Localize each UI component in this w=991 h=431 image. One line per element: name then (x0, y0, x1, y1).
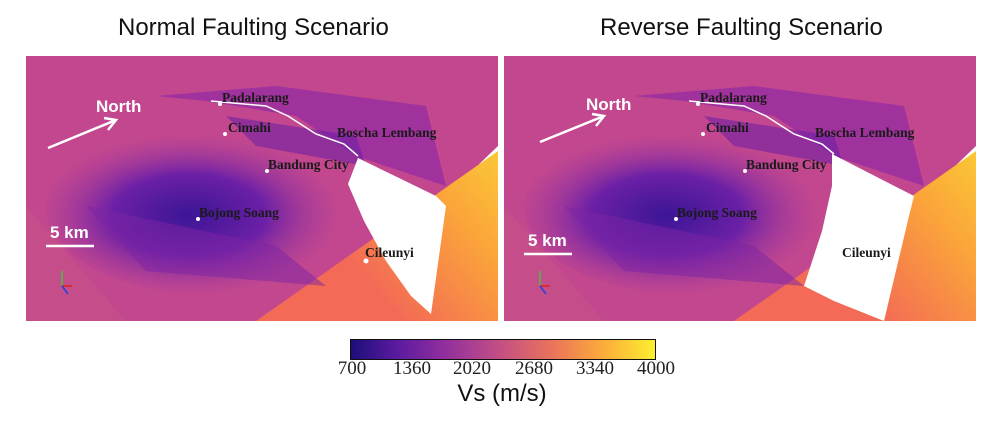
colorbar-tick: 1360 (393, 358, 431, 379)
colorbar (350, 339, 656, 360)
place-label-bandung-city: Bandung City (746, 157, 827, 172)
place-label-cimahi: Cimahi (706, 120, 749, 135)
north-arrow-icon (539, 112, 607, 144)
place-label-bojong-soang: Bojong Soang (199, 205, 279, 220)
scale-label: 5 km (528, 231, 567, 250)
scale-label: 5 km (50, 223, 89, 242)
panel-title-normal: Normal Faulting Scenario (118, 14, 389, 41)
colorbar-tick: 3340 (576, 358, 614, 379)
map-panel-normal: North 5 km Padalarang Cimahi Boscha Lemb… (26, 56, 498, 321)
colorbar-title: Vs (m/s) (457, 380, 547, 407)
colorbar-tick: 2680 (515, 358, 553, 379)
place-label-padalarang: Padalarang (700, 90, 767, 105)
panel-title-reverse: Reverse Faulting Scenario (600, 14, 883, 41)
north-label: North (586, 95, 631, 114)
place-label-bandung-city: Bandung City (268, 157, 349, 172)
axis-triad-icon (539, 271, 550, 295)
map-panel-reverse: North 5 km Padalarang Cimahi Boscha Lemb… (504, 56, 976, 321)
colorbar-tick: 4000 (637, 358, 675, 379)
place-label-boscha-lembang: Boscha Lembang (815, 125, 915, 140)
axis-triad-icon (61, 271, 72, 295)
place-label-cileunyi: Cileunyi (365, 245, 414, 260)
place-label-boscha-lembang: Boscha Lembang (337, 125, 437, 140)
place-label-padalarang: Padalarang (222, 90, 289, 105)
colorbar-tick: 700 (337, 358, 367, 379)
place-label-cileunyi: Cileunyi (842, 245, 891, 260)
place-label-cimahi: Cimahi (228, 120, 271, 135)
north-arrow-icon (47, 116, 119, 150)
north-label: North (96, 97, 141, 116)
place-label-bojong-soang: Bojong Soang (677, 205, 757, 220)
colorbar-tick: 2020 (453, 358, 491, 379)
